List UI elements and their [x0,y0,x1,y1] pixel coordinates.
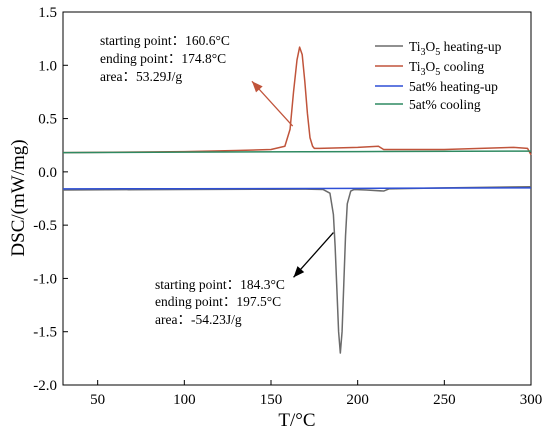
legend-label-5at-heating: 5at% heating-up [409,79,498,94]
series-line-2 [62,187,532,190]
y-axis-title: DSC/(mW/mg) [8,139,29,256]
legend-label-ti3o5-cooling: Ti3O5 cooling [409,59,484,78]
annotation-cooling: starting point：160.6°C ending point：174.… [100,33,230,84]
x-tick-label: 300 [520,392,543,408]
arrow-layer [251,80,334,278]
legend-label-ti3o5-heating: Ti3O5 heating-up [409,39,502,58]
y-tick-label: 0.5 [38,112,57,128]
arrow-head-0 [251,81,263,93]
legend-item-ti3o5-cooling: Ti3O5 cooling [375,59,484,78]
x-tick-label: 250 [433,392,456,408]
arrow-head-1 [293,266,305,278]
plot-area [62,11,532,386]
y-tick-label: -1.5 [33,325,57,341]
x-tick-label: 150 [260,392,283,408]
x-axis-ticks: 50 100 150 200 250 300 [90,380,542,408]
annotation-heating-line-3: area：-54.23J/g [155,312,242,327]
series-line-1 [62,46,532,156]
y-tick-label: -0.5 [33,218,57,234]
annotation-heating: starting point：184.3°C ending point：197.… [155,277,285,327]
legend-label-5at-cooling: 5at% cooling [409,97,481,112]
legend-item-5at-heating: 5at% heating-up [375,79,498,94]
y-tick-label: -1.0 [33,271,57,287]
y-tick-label: 0.0 [38,165,57,181]
legend-item-5at-cooling: 5at% cooling [375,97,481,112]
x-tick-label: 50 [90,392,105,408]
annotation-heating-line-1: starting point：184.3°C [155,277,285,292]
x-axis-title: T/°C [278,410,315,431]
legend-item-ti3o5-heating: Ti3O5 heating-up [375,39,502,58]
y-axis-ticks: -2.0 -1.5 -1.0 -0.5 0.0 0.5 1.0 1.5 [33,5,68,394]
legend: Ti3O5 heating-up Ti3O5 cooling 5at% heat… [375,39,502,112]
y-tick-label: -2.0 [33,378,57,394]
annotation-heating-line-2: ending point：197.5°C [155,294,281,309]
series-layer [62,46,532,354]
y-tick-label: 1.0 [38,58,57,74]
y-tick-label: 1.5 [38,5,57,21]
annotation-cooling-line-1: starting point：160.6°C [100,33,230,48]
series-line-0 [62,186,532,354]
annotation-cooling-line-3: area：53.29J/g [100,69,182,84]
series-line-3 [62,150,532,154]
x-tick-label: 200 [346,392,369,408]
annotation-cooling-line-2: ending point：174.8°C [100,51,226,66]
x-tick-label: 100 [173,392,196,408]
